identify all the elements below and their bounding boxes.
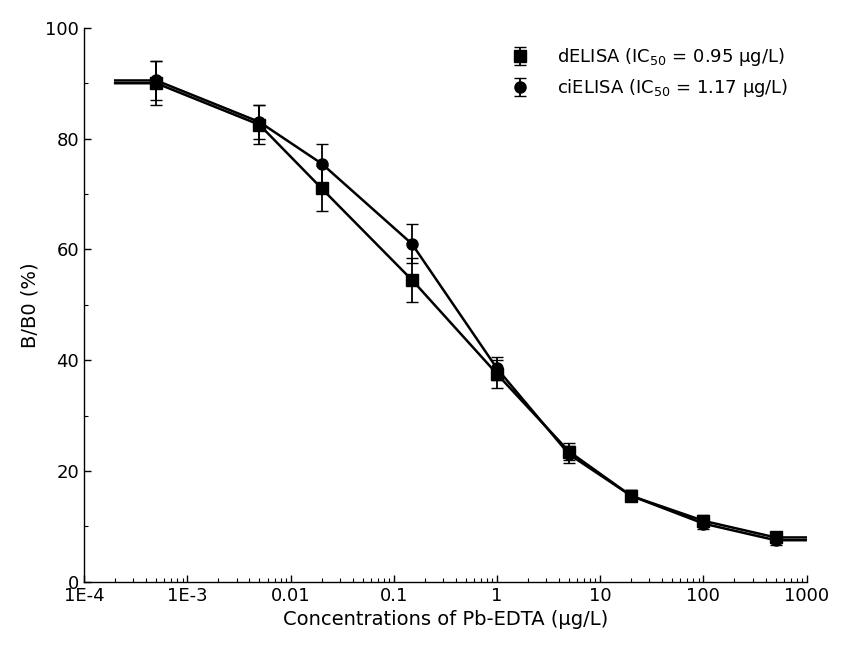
Legend: dELISA (IC$_{50}$ = 0.95 μg/L), ciELISA (IC$_{50}$ = 1.17 μg/L): dELISA (IC$_{50}$ = 0.95 μg/L), ciELISA … <box>489 37 797 108</box>
X-axis label: Concentrations of Pb-EDTA (μg/L): Concentrations of Pb-EDTA (μg/L) <box>283 610 608 629</box>
Y-axis label: B/B0 (%): B/B0 (%) <box>21 262 40 348</box>
